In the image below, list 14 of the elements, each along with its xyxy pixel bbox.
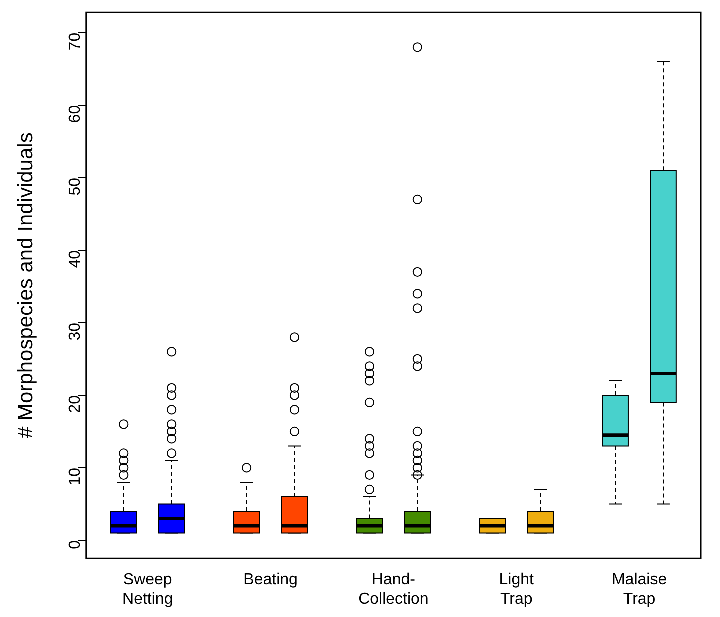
y-tick-label: 20 bbox=[66, 395, 84, 414]
x-tick-label: Hand-Collection bbox=[358, 572, 429, 608]
x-tick-label: Malaise Trap bbox=[612, 572, 668, 608]
y-tick-label: 10 bbox=[66, 468, 84, 486]
y-tick-label: 60 bbox=[66, 105, 84, 124]
x-tick-label: Beating bbox=[244, 572, 298, 589]
x-tick-label: Light Trap bbox=[499, 572, 535, 608]
y-axis-title: # Morphospecies and Individuals bbox=[14, 132, 38, 439]
y-tick-label: 50 bbox=[66, 178, 84, 196]
y-tick-label: 70 bbox=[66, 32, 84, 51]
y-tick-label: 0 bbox=[66, 540, 84, 550]
y-tick-label: 30 bbox=[66, 322, 84, 341]
x-tick-label: Sweep Netting bbox=[122, 572, 174, 608]
y-tick-label: 40 bbox=[66, 250, 84, 268]
